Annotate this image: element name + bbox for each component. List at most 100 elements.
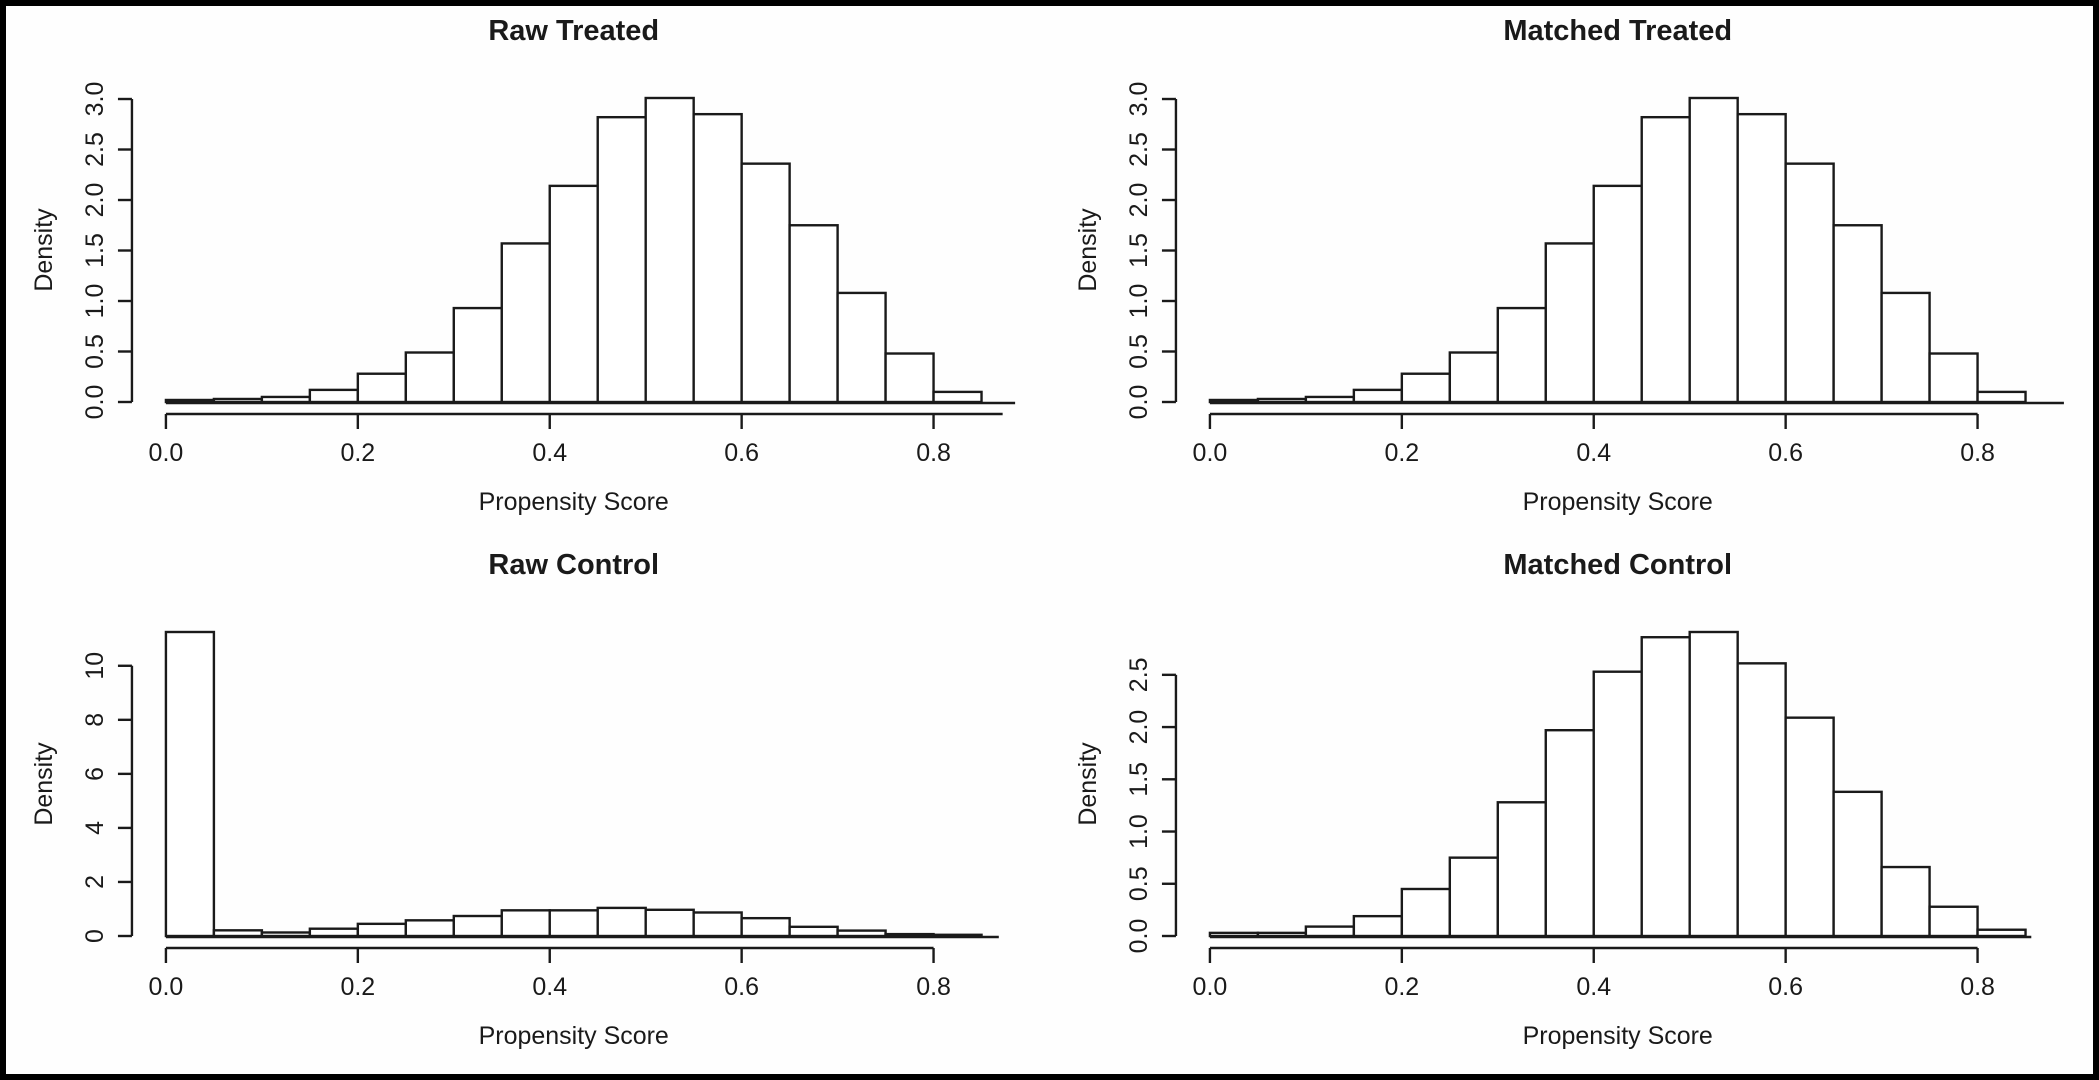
histogram-raw-control: Raw Control 0 2 4 6 8 10 Density 0.0 0.2 0.4 0.6 0.8… — [30, 549, 999, 1050]
y-tick-label: 1.0 — [1124, 284, 1152, 319]
x-tick-label: 0.0 — [149, 973, 184, 1001]
y-tick-label: 0.0 — [1124, 919, 1152, 954]
y-tick-label: 2 — [81, 875, 109, 889]
histogram-raw-treated: Raw Treated 0.0 0.5 1.0 1.5 2.0 2.5 3.0 Density 0… — [30, 15, 1016, 516]
histogram-bar — [1783, 716, 1835, 938]
y-tick-label: 1.5 — [81, 233, 109, 268]
histogram-bar — [1687, 630, 1739, 938]
x-tick-label: 0.8 — [916, 439, 951, 467]
histogram-bar — [500, 909, 551, 938]
histogram-bar — [1448, 856, 1499, 938]
x-tick-label: 0.4 — [1576, 439, 1611, 467]
x-tick-label: 0.2 — [340, 439, 375, 467]
histogram-bar — [1544, 728, 1595, 938]
histogram-matched-treated: Matched Treated 0.0 0.5 1.0 1.5 2.0 2.5 3.0 Dens… — [1073, 15, 2064, 516]
histogram-bar — [404, 919, 455, 938]
panel-matched-control: Matched Control 0.0 0.5 1.0 1.5 2.0 2.5 Density… — [1050, 540, 2094, 1074]
x-tick-label: 0.4 — [532, 973, 567, 1001]
x-tick-label: 0.6 — [1768, 439, 1803, 467]
y-tick-label: 8 — [81, 713, 109, 727]
y-tick-label: 0.0 — [1124, 385, 1152, 420]
histogram-bar — [836, 929, 887, 938]
histogram-bar — [1735, 112, 1787, 404]
y-tick-label: 0.5 — [81, 334, 109, 369]
x-tick-label: 0.0 — [1192, 439, 1227, 467]
y-tick-label: 0.5 — [1124, 866, 1152, 901]
y-tick-label: 1.5 — [1124, 233, 1152, 268]
histogram-bar — [1592, 184, 1643, 404]
histogram-bar — [836, 291, 887, 404]
y-tick-label: 2.5 — [1124, 132, 1152, 167]
histogram-bar — [356, 922, 408, 938]
y-tick-label: 2.0 — [81, 183, 109, 218]
x-tick-label: 0.4 — [532, 439, 567, 467]
x-tick-label: 0.0 — [149, 439, 184, 467]
x-tick-label: 0.4 — [1576, 973, 1611, 1001]
y-tick-label: 2.0 — [1124, 710, 1152, 745]
histogram-bar — [404, 351, 455, 404]
y-tick-label: 0.5 — [1124, 334, 1152, 369]
histogram-bar — [1208, 931, 1259, 938]
histogram-bar — [260, 395, 312, 404]
y-tick-label: 10 — [81, 652, 109, 680]
histogram-bar — [548, 909, 599, 938]
histogram-bar — [1304, 925, 1355, 938]
chart-title: Matched Control — [1503, 549, 1732, 581]
histogram-bar — [596, 115, 647, 404]
histogram-bar — [1975, 928, 2027, 938]
y-tick-label: 1.5 — [1124, 762, 1152, 797]
histogram-bar — [644, 96, 695, 404]
histogram-bar — [308, 388, 360, 404]
y-tick-label: 2.0 — [1124, 183, 1152, 218]
histogram-bar — [1975, 390, 2027, 404]
histogram-bar — [1831, 790, 1883, 938]
chart-title: Matched Treated — [1503, 15, 1732, 47]
histogram-bar — [1592, 670, 1643, 938]
x-axis-title: Propensity Score — [1522, 488, 1712, 516]
histogram-bar — [356, 372, 408, 404]
chart-title: Raw Treated — [488, 15, 659, 47]
histogram-bar — [164, 630, 216, 938]
x-tick-label: 0.6 — [1768, 973, 1803, 1001]
y-axis-title: Density — [30, 742, 58, 826]
histogram-bar — [212, 929, 264, 938]
histogram-bar — [260, 931, 312, 938]
x-axis-title: Propensity Score — [479, 488, 669, 516]
histogram-bar — [452, 914, 503, 938]
histogram-bar — [548, 184, 599, 404]
histogram-matched-control: Matched Control 0.0 0.5 1.0 1.5 2.0 2.5 Density… — [1073, 549, 2031, 1050]
histogram-bar — [788, 925, 839, 938]
histogram-bar — [1400, 372, 1451, 404]
y-tick-label: 0.0 — [81, 385, 109, 420]
x-tick-label: 0.2 — [340, 973, 375, 1001]
histogram-bar — [1208, 398, 1259, 404]
y-tick-label: 1.0 — [1124, 814, 1152, 849]
y-tick-label: 4 — [81, 821, 109, 835]
histogram-bar — [308, 927, 360, 938]
x-tick-label: 0.6 — [724, 439, 759, 467]
x-tick-label: 0.2 — [1384, 439, 1419, 467]
y-tick-label: 3.0 — [81, 82, 109, 117]
histogram-bar — [212, 397, 264, 404]
x-tick-label: 0.8 — [916, 973, 951, 1001]
histogram-bar — [596, 906, 647, 938]
panel-matched-treated: Matched Treated 0.0 0.5 1.0 1.5 2.0 2.5 3.0 Dens… — [1050, 6, 2094, 540]
y-axis-title: Density — [1073, 742, 1101, 826]
x-axis-title: Propensity Score — [1522, 1022, 1712, 1050]
histogram-bar — [884, 932, 935, 938]
histogram-bar — [1831, 224, 1883, 404]
chart-title: Raw Control — [488, 549, 659, 581]
histogram-bar — [1879, 291, 1931, 404]
y-tick-label: 2.5 — [1124, 657, 1152, 692]
histogram-bar — [1640, 115, 1691, 404]
x-axis-title: Propensity Score — [479, 1022, 669, 1050]
histogram-bar — [1879, 865, 1931, 938]
x-tick-label: 0.0 — [1192, 973, 1227, 1001]
histogram-bar — [500, 242, 551, 404]
histogram-bar — [164, 398, 216, 404]
histogram-bar — [452, 306, 503, 404]
y-axis-title: Density — [1073, 208, 1101, 292]
panel-raw-control: Raw Control 0 2 4 6 8 10 Density 0.0 0.2 0.4 0.6 0.8… — [6, 540, 1050, 1074]
histogram-bar — [1735, 662, 1787, 938]
histogram-bar — [1352, 914, 1403, 938]
